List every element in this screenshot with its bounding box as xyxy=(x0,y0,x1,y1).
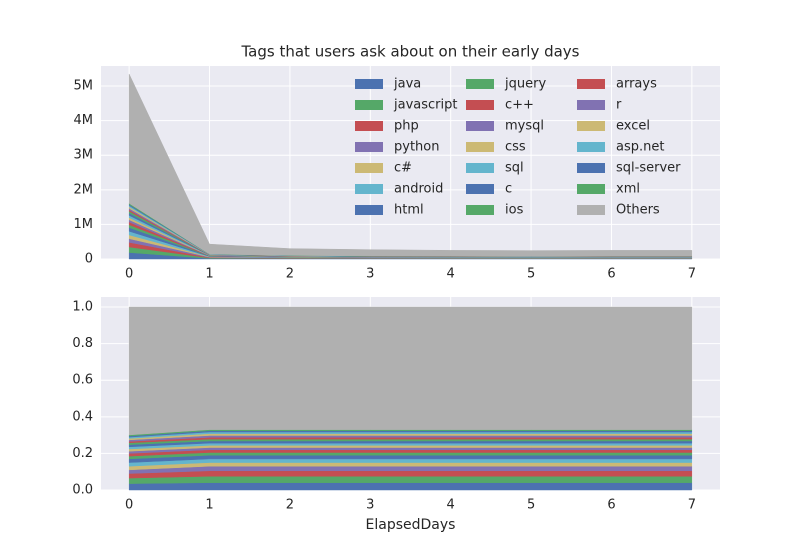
y-tick-label: 2M xyxy=(74,182,94,197)
x-tick-label: 6 xyxy=(607,267,615,282)
area xyxy=(128,476,693,484)
legend-swatch xyxy=(355,205,383,215)
x-axis-label: ElapsedDays xyxy=(366,517,456,533)
legend-label: asp.net xyxy=(616,140,664,155)
y-tick-label: 1.0 xyxy=(72,300,93,315)
legend-label: r xyxy=(616,98,622,113)
y-tick-label: 0.2 xyxy=(72,446,93,461)
legend-label: Others xyxy=(616,203,660,218)
legend-swatch xyxy=(577,163,605,173)
legend-swatch xyxy=(355,163,383,173)
x-tick-label: 7 xyxy=(688,498,696,513)
legend-label: php xyxy=(394,119,419,134)
legend-label: jquery xyxy=(504,77,546,92)
legend-label: arrays xyxy=(616,77,657,92)
legend-swatch xyxy=(577,100,605,110)
y-tick-label: 3M xyxy=(74,148,94,163)
y-tick-label: 0 xyxy=(85,252,93,267)
legend-swatch xyxy=(355,142,383,152)
legend-label: css xyxy=(505,140,526,155)
area xyxy=(128,73,693,257)
legend-swatch xyxy=(577,79,605,89)
x-tick-label: 4 xyxy=(447,267,455,282)
y-tick-label: 0.8 xyxy=(72,336,93,351)
y-tick-label: 1M xyxy=(74,217,94,232)
legend-swatch xyxy=(466,121,494,131)
legend-swatch xyxy=(577,121,605,131)
legend-swatch xyxy=(577,142,605,152)
legend-swatch xyxy=(355,184,383,194)
x-tick-label: 1 xyxy=(205,498,213,513)
y-tick-label: 0.0 xyxy=(72,483,93,498)
legend-swatch xyxy=(577,184,605,194)
legend-swatch xyxy=(466,163,494,173)
x-tick-label: 0 xyxy=(125,267,133,282)
x-tick-label: 3 xyxy=(366,498,374,513)
legend-swatch xyxy=(466,142,494,152)
plot-background xyxy=(101,66,720,259)
x-tick-label: 3 xyxy=(366,267,374,282)
legend-label: java xyxy=(393,77,421,92)
legend-swatch xyxy=(577,205,605,215)
y-tick-label: 0.4 xyxy=(72,409,93,424)
x-tick-label: 5 xyxy=(527,267,535,282)
x-tick-label: 4 xyxy=(447,498,455,513)
x-tick-label: 6 xyxy=(607,498,615,513)
legend-swatch xyxy=(466,205,494,215)
y-tick-label: 0.6 xyxy=(72,373,93,388)
legend-label: c++ xyxy=(505,98,534,113)
y-tick-label: 5M xyxy=(74,79,94,94)
legend-label: excel xyxy=(616,119,650,134)
legend-swatch xyxy=(466,79,494,89)
legend-swatch xyxy=(466,100,494,110)
x-tick-label: 1 xyxy=(205,267,213,282)
x-tick-label: 0 xyxy=(125,498,133,513)
legend-label: c xyxy=(505,182,512,197)
x-tick-label: 2 xyxy=(286,498,294,513)
legend-swatch xyxy=(466,184,494,194)
y-tick-label: 4M xyxy=(74,113,94,128)
area xyxy=(128,482,693,491)
legend-label: javascript xyxy=(393,98,457,113)
x-tick-label: 2 xyxy=(286,267,294,282)
legend-label: ios xyxy=(505,203,524,218)
legend-swatch xyxy=(355,100,383,110)
x-tick-label: 5 xyxy=(527,498,535,513)
legend-label: android xyxy=(394,182,443,197)
legend-label: sql-server xyxy=(616,161,681,176)
x-tick-label: 7 xyxy=(688,267,696,282)
legend-label: html xyxy=(394,203,424,218)
area xyxy=(128,306,693,436)
legend-label: xml xyxy=(616,182,640,197)
legend-swatch xyxy=(355,121,383,131)
legend-label: mysql xyxy=(505,119,544,134)
legend-label: sql xyxy=(505,161,524,176)
legend-swatch xyxy=(355,79,383,89)
chart-title: Tags that users ask about on their early… xyxy=(241,43,580,61)
legend-label: python xyxy=(394,140,439,155)
legend-label: c# xyxy=(394,161,412,176)
